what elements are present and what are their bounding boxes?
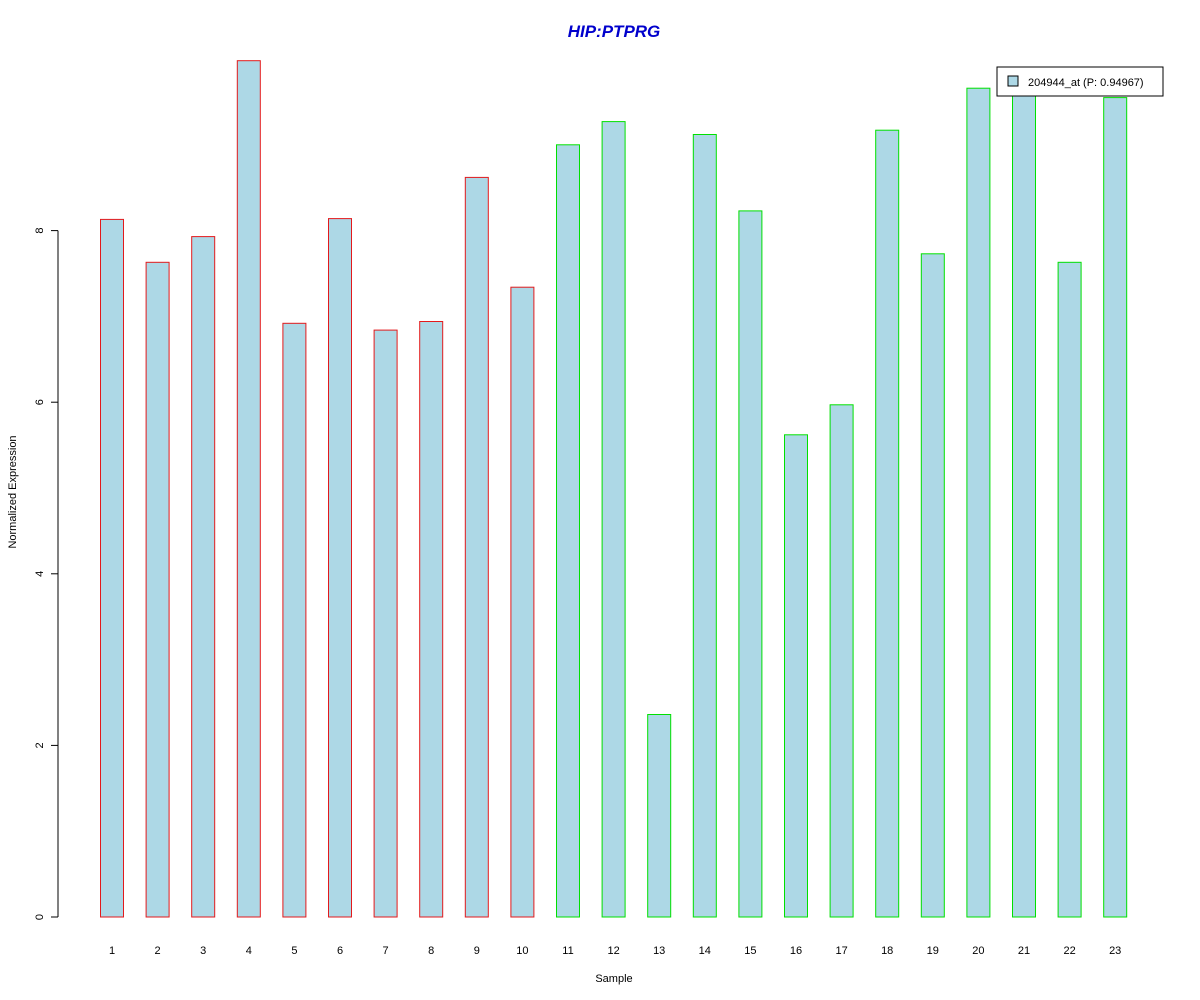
- x-tick-label: 23: [1109, 945, 1121, 957]
- bar-sample-4: [236, 60, 261, 918]
- x-tick-label: 2: [155, 945, 161, 957]
- x-tick-label: 11: [562, 945, 573, 957]
- x-tick-label: 5: [291, 945, 297, 957]
- x-tick-label: 18: [881, 945, 893, 957]
- bar-sample-13: [647, 714, 672, 918]
- x-tick-label: 16: [790, 945, 802, 957]
- x-tick-label: 22: [1063, 945, 1075, 957]
- bar-sample-23: [1103, 97, 1128, 918]
- bar-sample-10: [510, 286, 535, 918]
- x-tick-label: 14: [699, 945, 711, 957]
- legend-box: [996, 66, 1164, 97]
- bar-sample-18: [875, 129, 900, 918]
- legend: 204944_at (P: 0.94967): [996, 66, 1164, 97]
- bar-sample-2: [145, 261, 170, 918]
- legend-swatch: [1007, 75, 1019, 87]
- bar-sample-22: [1057, 261, 1082, 918]
- bar-sample-9: [464, 176, 489, 918]
- bar-sample-8: [419, 321, 444, 918]
- x-tick-labels: 1 2 3 4 5 6 7 8 9 10 11 12 13 14 15 16 17 18 19 20 21 22 23: [109, 945, 1121, 957]
- bar-sample-6: [328, 218, 352, 918]
- x-tick-label: 7: [383, 945, 389, 957]
- x-tick-label: 19: [927, 945, 939, 957]
- x-tick-label: 20: [972, 945, 984, 957]
- y-tick-label: 6: [34, 399, 46, 405]
- x-tick-label: 12: [607, 945, 619, 957]
- x-axis-label: Sample: [595, 973, 632, 985]
- x-tick-label: 1: [109, 945, 115, 957]
- x-tick-label: 6: [337, 945, 343, 957]
- y-tick-label: 4: [34, 571, 46, 577]
- bar-sample-14: [692, 134, 717, 918]
- x-tick-label: 17: [835, 945, 847, 957]
- bar-sample-16: [784, 434, 808, 918]
- y-tick-label: 0: [34, 914, 46, 920]
- bar-sample-11: [556, 144, 580, 918]
- bar-sample-7: [373, 329, 398, 918]
- x-tick-label: 13: [653, 945, 665, 957]
- x-tick-label: 15: [744, 945, 756, 957]
- y-tick-label: 8: [34, 228, 46, 234]
- x-tick-label: 21: [1018, 945, 1030, 957]
- bar-sample-21: [1012, 95, 1036, 918]
- x-tick-label: 9: [474, 945, 480, 957]
- bar-sample-12: [601, 121, 626, 918]
- x-tick-label: 10: [516, 945, 528, 957]
- bar-sample-20: [966, 87, 991, 918]
- bar-sample-1: [100, 218, 124, 918]
- x-tick-label: 3: [200, 945, 206, 957]
- x-tick-label: 8: [428, 945, 434, 957]
- chart-title: HIP:PTPRG: [568, 22, 661, 41]
- x-tick-label: 4: [246, 945, 252, 957]
- bar-sample-3: [191, 236, 216, 918]
- bar-sample-15: [738, 210, 763, 918]
- y-axis: 0 2 4 6 8: [34, 228, 59, 920]
- y-axis-label: Normalized Expression: [7, 435, 19, 548]
- bar-sample-17: [829, 404, 854, 918]
- bar-sample-5: [282, 322, 307, 918]
- legend-label: 204944_at (P: 0.94967): [1028, 77, 1144, 89]
- bar-sample-19: [920, 253, 945, 918]
- y-tick-label: 2: [34, 742, 46, 748]
- bars-group: [100, 60, 1128, 918]
